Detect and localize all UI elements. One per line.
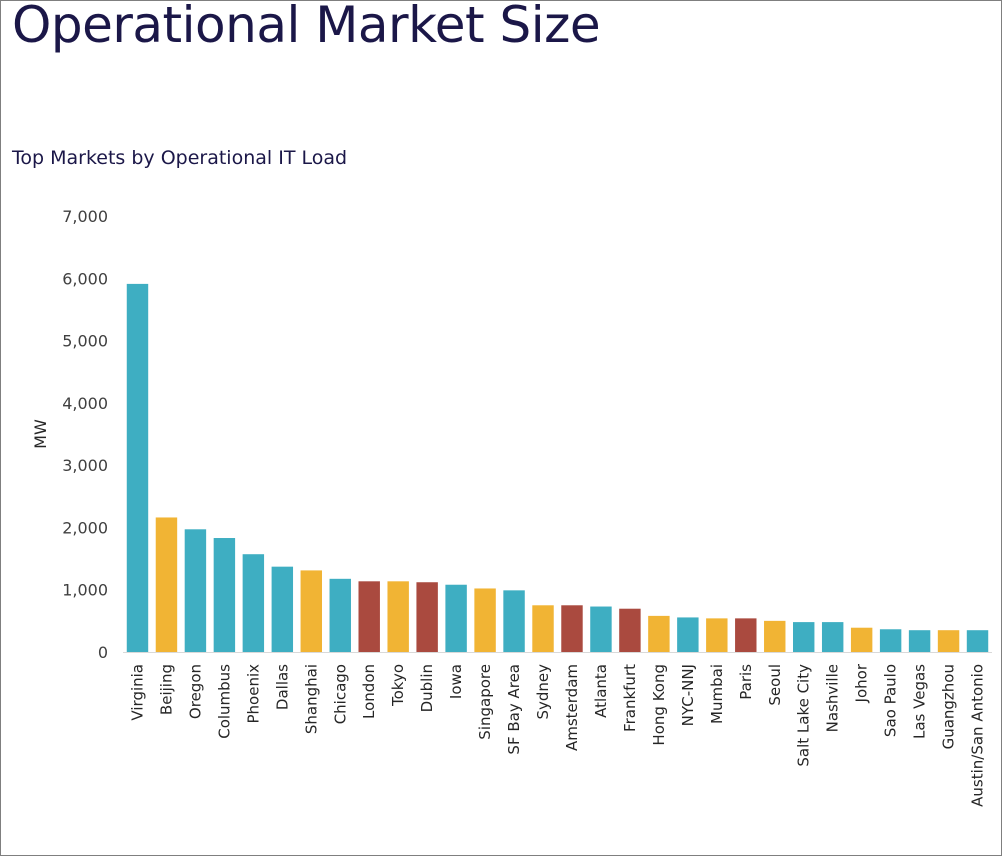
bar-sydney	[532, 605, 554, 652]
bar-johor	[850, 627, 873, 652]
bar-phoenix	[242, 554, 265, 652]
y-tick-label: 5,000	[62, 332, 108, 351]
bar-sao-paulo	[879, 629, 902, 652]
bar-seoul	[764, 620, 786, 652]
y-tick-label: 2,000	[62, 518, 108, 537]
bar-guangzhou	[937, 630, 960, 652]
bar-tokyo	[387, 581, 409, 652]
y-tick-label: 3,000	[62, 456, 108, 475]
x-tick-label: London	[360, 664, 378, 719]
bar-columbus	[213, 538, 236, 652]
x-tick-label: Las Vegas	[911, 664, 929, 739]
bar-dublin	[416, 582, 438, 652]
x-tick-label: Virginia	[128, 664, 146, 721]
x-tick-label: Salt Lake City	[795, 664, 813, 767]
x-tick-label: Dublin	[418, 664, 436, 712]
x-tick-label: Oregon	[186, 664, 204, 719]
bar-iowa	[445, 584, 467, 652]
x-tick-label: NYC-NNJ	[679, 664, 697, 726]
bar-london	[358, 581, 380, 652]
x-tick-label: Hong Kong	[650, 664, 668, 746]
x-tick-label: SF Bay Area	[505, 664, 523, 755]
bar-frankfurt	[619, 608, 641, 652]
bar-mumbai	[706, 618, 728, 652]
x-tick-label: Chicago	[331, 664, 349, 724]
x-tick-label: Phoenix	[244, 664, 262, 724]
bar-austin-san-antonio	[966, 630, 989, 652]
bar-nashville	[821, 622, 844, 652]
bar-virginia	[126, 283, 149, 652]
bar-salt-lake-city	[792, 622, 815, 652]
x-tick-label: Paris	[737, 664, 755, 700]
x-tick-label: Austin/San Antonio	[969, 664, 987, 807]
x-tick-label: Columbus	[215, 664, 233, 739]
bar-oregon	[184, 529, 207, 652]
bar-chicago	[329, 578, 351, 652]
bar-las-vegas	[908, 630, 931, 652]
y-axis-label: MW	[31, 419, 50, 449]
bar-amsterdam	[561, 605, 583, 652]
y-tick-label: 4,000	[62, 394, 108, 413]
x-tick-label: Atlanta	[592, 664, 610, 718]
bar-nyc-nnj	[677, 617, 699, 652]
x-tick-label: Tokyo	[389, 664, 407, 707]
chart-title: Top Markets by Operational IT Load	[12, 147, 348, 169]
y-tick-label: 6,000	[62, 269, 108, 288]
x-tick-label: Johor	[853, 663, 871, 703]
x-tick-label: Singapore	[476, 664, 494, 740]
x-tick-label: Iowa	[447, 664, 465, 699]
bar-beijing	[155, 517, 178, 652]
x-tick-label: Guangzhou	[940, 664, 958, 749]
x-tick-label: Mumbai	[708, 664, 726, 724]
bar-dallas	[271, 566, 294, 652]
y-tick-label: 1,000	[62, 581, 108, 600]
x-tick-label: Beijing	[157, 664, 175, 715]
x-tick-label: Shanghai	[302, 664, 320, 734]
bar-hong-kong	[648, 615, 670, 652]
x-tick-label: Sydney	[534, 664, 552, 720]
bar-sf-bay-area	[503, 590, 525, 652]
x-tick-label: Amsterdam	[563, 664, 581, 751]
bar-paris	[735, 618, 757, 652]
bar-shanghai	[300, 570, 323, 652]
x-tick-label: Sao Paulo	[882, 664, 900, 737]
x-tick-label: Seoul	[766, 664, 784, 706]
x-tick-label: Frankfurt	[621, 664, 639, 732]
y-tick-label: 0	[98, 643, 108, 662]
bar-singapore	[474, 588, 496, 652]
x-tick-label: Dallas	[273, 664, 291, 710]
x-tick-label: Nashville	[824, 664, 842, 732]
page-title: Operational Market Size	[12, 0, 601, 54]
bar-atlanta	[590, 606, 612, 652]
y-tick-label: 7,000	[62, 207, 108, 226]
